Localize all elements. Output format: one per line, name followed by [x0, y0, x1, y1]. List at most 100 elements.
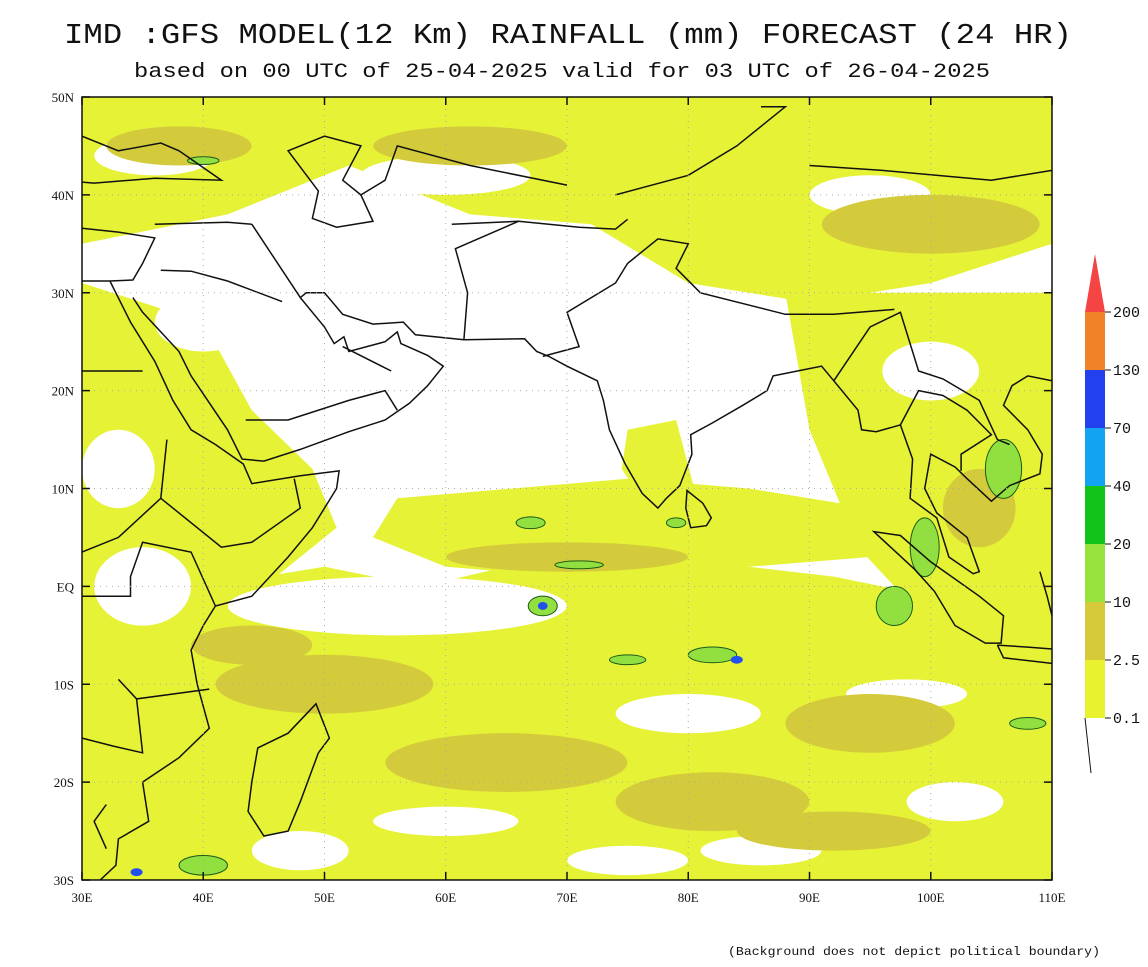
rain-patch	[130, 868, 143, 877]
lat-label: 30S	[54, 873, 74, 888]
lon-label: 90E	[799, 890, 820, 905]
title: IMD :GFS MODEL(12 Km) RAINFALL (mm) FORE…	[64, 19, 1072, 52]
coastline	[809, 164, 1052, 181]
legend-tail	[1084, 717, 1092, 774]
rain-patch	[515, 516, 546, 530]
coastline	[451, 220, 519, 225]
coastline	[286, 135, 375, 228]
lon-label: 100E	[917, 890, 945, 905]
rain-patch	[191, 625, 313, 665]
coastline	[160, 269, 283, 303]
coastline	[251, 223, 301, 299]
legend-swatch	[1085, 486, 1105, 544]
footnote: (Background does not depict political bo…	[728, 945, 1100, 959]
legend-swatch	[1085, 428, 1105, 486]
coastline	[1039, 571, 1052, 616]
lat-label: 40N	[52, 188, 75, 203]
lon-label: 30E	[72, 890, 93, 905]
coastline	[247, 702, 331, 837]
lat-label: EQ	[57, 579, 75, 594]
subtitle: based on 00 UTC of 25-04-2025 valid for …	[134, 61, 990, 84]
lon-label: 80E	[678, 890, 699, 905]
coastline	[360, 144, 568, 196]
legend-swatch	[1085, 312, 1105, 370]
coastline	[685, 489, 713, 529]
rain-patch	[251, 831, 349, 871]
rain-patch	[82, 429, 155, 509]
rain-patch	[906, 782, 1004, 822]
legend-label: 10	[1113, 595, 1131, 612]
coastline	[93, 804, 107, 850]
lat-label: 50N	[52, 90, 75, 105]
legend-swatch	[1085, 544, 1105, 602]
legend-swatch	[1085, 602, 1105, 660]
rain-patch	[730, 655, 743, 664]
rain-patch	[1009, 717, 1047, 730]
coastline	[542, 238, 895, 358]
coastline	[342, 345, 392, 372]
rain-patch	[821, 194, 1040, 254]
legend-label: 200	[1113, 305, 1140, 322]
rain-patch	[736, 811, 931, 851]
rain-patch	[106, 126, 252, 166]
rain-patch	[537, 602, 548, 610]
lat-label: 10N	[52, 482, 75, 497]
rainfall-field	[82, 97, 1052, 880]
legend-swatch	[1085, 370, 1105, 428]
lat-label: 30N	[52, 286, 75, 301]
rain-area	[82, 283, 337, 587]
coastline	[899, 389, 993, 471]
rain-patch	[385, 733, 628, 792]
coastline	[132, 292, 1052, 575]
rain-patch	[373, 126, 567, 166]
legend-label: 40	[1113, 479, 1131, 496]
coastline	[82, 439, 168, 553]
rain-patch	[687, 646, 738, 664]
legend-label: 2.5	[1113, 653, 1140, 670]
lat-label: 20N	[52, 384, 75, 399]
legend-swatch	[1085, 660, 1105, 718]
rain-patch	[984, 439, 1023, 499]
rain-patch	[373, 806, 519, 836]
coastline	[615, 106, 788, 196]
rain-patch	[875, 585, 914, 627]
lon-label: 60E	[435, 890, 456, 905]
rain-patch	[615, 772, 810, 832]
rain-patch	[446, 542, 688, 572]
rain-patch	[215, 654, 434, 714]
plot-frame	[81, 96, 1053, 881]
coastlines	[82, 106, 1052, 880]
lat-label: 20S	[54, 775, 74, 790]
coastline	[871, 530, 1005, 644]
lon-label: 40E	[193, 890, 214, 905]
coastline	[99, 280, 340, 880]
rain-patch	[154, 292, 252, 352]
rain-patch	[227, 576, 567, 636]
coastline	[82, 698, 144, 754]
rain-patch	[615, 694, 761, 734]
coastline	[82, 135, 224, 184]
legend-arrow	[1085, 254, 1105, 312]
lat-label: 10S	[54, 677, 74, 692]
legend-label: 70	[1113, 421, 1131, 438]
rain-patch	[785, 694, 955, 753]
legend-label: 130	[1113, 363, 1140, 380]
rain-patch	[608, 654, 647, 666]
coastline	[996, 644, 1052, 665]
legend-label: 20	[1113, 537, 1131, 554]
rain-patch	[665, 517, 687, 529]
lon-label: 70E	[557, 890, 578, 905]
rain-patch	[554, 560, 604, 570]
legend-label: 0.1	[1113, 711, 1140, 728]
coastline	[833, 311, 1010, 446]
lon-label: 110E	[1039, 890, 1066, 905]
lon-label: 50E	[314, 890, 335, 905]
coastline	[82, 541, 217, 607]
coastline	[154, 221, 252, 225]
coastline	[160, 478, 302, 548]
rain-patch	[567, 845, 689, 876]
coastline	[245, 389, 398, 421]
grid: 50N 40N 30N 20N 10N EQ 10S 20S 30S 30E 40E 50E 60E 70…	[52, 90, 1066, 905]
legend: 0.1 2.5 10 20 40 70 130 200	[1084, 254, 1140, 774]
